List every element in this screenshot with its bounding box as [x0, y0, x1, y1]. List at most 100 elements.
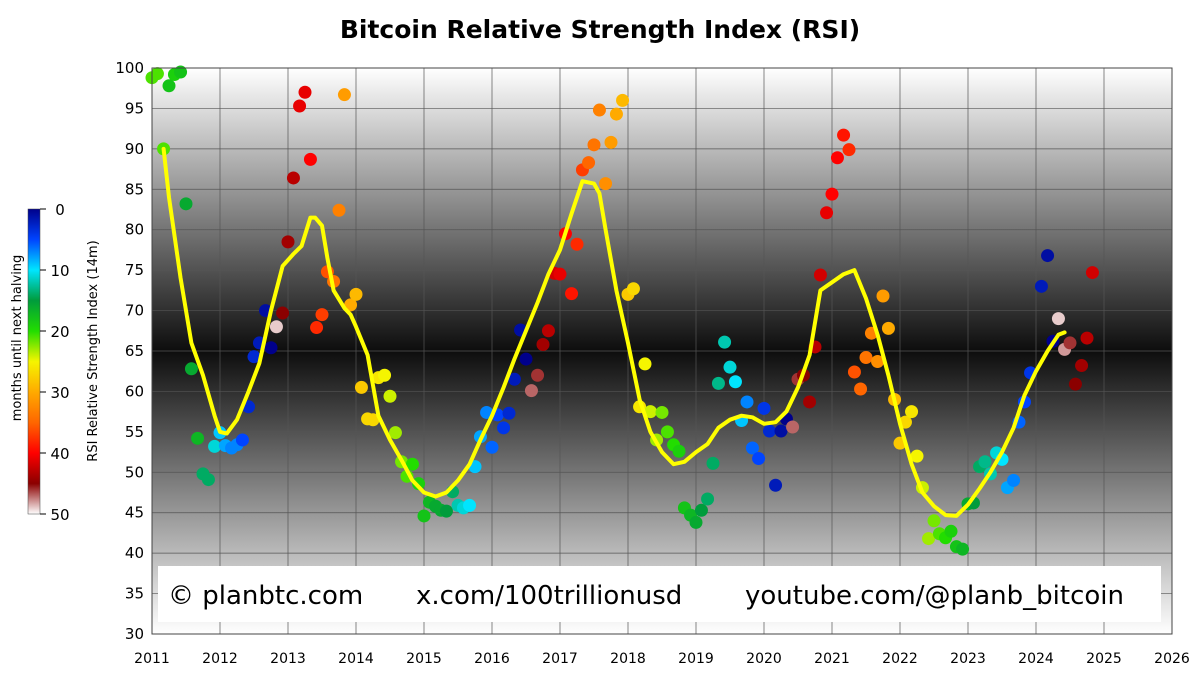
rsi-data-point [1080, 331, 1094, 345]
rsi-data-point [609, 107, 623, 121]
rsi-data-point [956, 542, 970, 556]
rsi-data-point [276, 306, 290, 320]
rsi-data-point [745, 441, 759, 455]
rsi-data-point [293, 99, 307, 113]
rsi-data-point [854, 382, 868, 396]
y-tick-label: 55 [125, 423, 144, 441]
x-axis-ticks: 2011 2012 2013 2014 2015 2016 2017 2018 2019 2020… [134, 651, 1190, 667]
rsi-data-point [247, 350, 261, 364]
rsi-data-point [162, 79, 176, 93]
rsi-data-point [905, 405, 919, 419]
x-tick-label: 2013 [270, 651, 306, 667]
rsi-data-point [711, 376, 725, 390]
x-tick-label: 2026 [1154, 651, 1190, 667]
rsi-data-point [150, 67, 164, 81]
rsi-data-point [354, 380, 368, 394]
rsi-data-point [881, 321, 895, 335]
rsi-data-point [264, 341, 278, 355]
rsi-data-point [847, 365, 861, 379]
watermark-copyright: © planbtc.com [168, 581, 363, 611]
rsi-data-point [191, 431, 205, 445]
rsi-data-point [565, 287, 579, 301]
rsi-data-point [417, 509, 431, 523]
rsi-data-point [174, 65, 188, 79]
rsi-data-point [269, 320, 283, 334]
rsi-data-point [1063, 336, 1077, 350]
rsi-data-point [587, 138, 601, 152]
rsi-data-point [604, 135, 618, 149]
rsi-data-point [910, 449, 924, 463]
x-tick-label: 2016 [474, 651, 510, 667]
rsi-data-point [599, 177, 613, 191]
rsi-data-point [706, 456, 720, 470]
rsi-data-point [837, 128, 851, 142]
rsi-data-point [344, 298, 358, 312]
chart-title: Bitcoin Relative Strength Index (RSI) [340, 15, 860, 44]
y-tick-label: 60 [125, 382, 144, 400]
x-tick-label: 2024 [1018, 651, 1054, 667]
rsi-data-point [655, 405, 669, 419]
colorbar-ticks: 0 10 20 30 40 50 [40, 201, 70, 524]
rsi-data-point [507, 372, 521, 386]
rsi-data-point [531, 368, 545, 382]
rsi-data-point [728, 375, 742, 389]
y-tick-label: 30 [125, 625, 144, 643]
rsi-data-point [813, 268, 827, 282]
rsi-data-point [922, 532, 936, 546]
rsi-data-point [1068, 377, 1082, 391]
rsi-data-point [701, 492, 715, 506]
y-tick-label: 65 [125, 342, 144, 360]
rsi-data-point [519, 352, 533, 366]
rsi-data-point [541, 324, 555, 338]
rsi-data-point [752, 452, 766, 466]
x-tick-label: 2014 [338, 651, 374, 667]
rsi-data-point [1051, 312, 1065, 326]
rsi-data-point [582, 156, 596, 170]
rsi-data-point [553, 267, 567, 281]
rsi-data-point [769, 478, 783, 492]
rsi-data-point [184, 362, 198, 376]
rsi-data-point [310, 321, 324, 335]
x-tick-label: 2011 [134, 651, 170, 667]
watermark-youtube: youtube.com/@planb_bitcoin [745, 581, 1124, 611]
rsi-data-point [820, 206, 834, 220]
x-tick-label: 2022 [882, 651, 918, 667]
y-tick-label: 45 [125, 504, 144, 522]
x-tick-label: 2023 [950, 651, 986, 667]
rsi-data-point [1034, 279, 1048, 293]
rsi-data-point [978, 455, 992, 469]
colorbar-tick-label: 30 [50, 384, 69, 402]
rsi-data-point [366, 413, 380, 427]
rsi-data-point [927, 514, 941, 528]
rsi-data-point [412, 477, 426, 491]
rsi-data-point [643, 405, 657, 419]
rsi-data-point [718, 335, 732, 349]
rsi-data-point [383, 389, 397, 403]
colorbar-tick-label: 20 [50, 323, 69, 341]
rsi-data-point [536, 338, 550, 352]
rsi-data-point [616, 93, 630, 107]
rsi-data-point [439, 504, 453, 518]
y-tick-label: 100 [115, 59, 144, 77]
rsi-data-point [315, 308, 329, 322]
colorbar-tick-label: 50 [50, 506, 69, 524]
rsi-data-point [757, 401, 771, 415]
watermark-x-handle: x.com/100trillionusd [416, 581, 682, 611]
x-tick-label: 2018 [610, 651, 646, 667]
rsi-data-point [570, 237, 584, 251]
rsi-data-point [626, 282, 640, 296]
rsi-data-point [378, 368, 392, 382]
rsi-data-point [208, 439, 222, 453]
rsi-data-point [337, 88, 351, 102]
rsi-data-point [689, 515, 703, 529]
rsi-trend-line [161, 146, 1067, 518]
rsi-data-point [740, 395, 754, 409]
rsi-data-point [825, 187, 839, 201]
rsi-data-point [524, 384, 538, 398]
x-tick-label: 2020 [746, 651, 782, 667]
rsi-data-point [660, 425, 674, 439]
y-tick-label: 40 [125, 544, 144, 562]
y-tick-label: 80 [125, 221, 144, 239]
x-tick-label: 2021 [814, 651, 850, 667]
